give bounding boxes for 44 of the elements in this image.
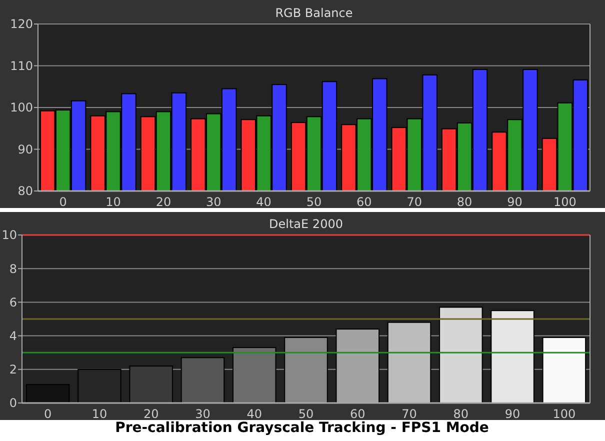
x-tick-label: 70 (402, 407, 417, 421)
x-tick-label: 70 (406, 195, 422, 209)
y-tick-label: 90 (18, 142, 33, 156)
y-tick-label: 110 (10, 58, 33, 73)
y-tick-label: 100 (10, 100, 33, 115)
x-tick-label: 100 (552, 407, 576, 421)
x-tick-label: 40 (256, 195, 272, 209)
x-tick-label: 0 (44, 407, 52, 421)
y-tick-label: 4 (9, 329, 17, 343)
x-tick-label: 100 (553, 195, 576, 209)
x-tick-label: 30 (206, 195, 222, 209)
x-tick-label: 0 (59, 195, 67, 209)
x-tick-label: 50 (298, 407, 314, 421)
x-tick-label: 80 (456, 195, 472, 209)
x-tick-label: 40 (246, 407, 262, 421)
chart-title: RGB Balance (275, 6, 353, 20)
y-tick-label: 2 (9, 362, 17, 377)
bar (387, 322, 432, 404)
x-tick-label: 90 (504, 407, 520, 421)
bar (129, 366, 173, 404)
y-tick-label: 0 (9, 396, 17, 410)
bar (180, 357, 225, 404)
y-tick-label: 10 (2, 228, 17, 242)
y-tick-label: 6 (9, 295, 17, 310)
bar (490, 310, 534, 404)
text: Pre-calibration Grayscale Tracking - FPS1 Mode (115, 420, 489, 436)
x-tick-label: 50 (306, 195, 322, 209)
y-tick-label: 8 (9, 262, 17, 276)
x-tick-label: 60 (350, 407, 366, 421)
bar (26, 384, 70, 404)
y-tick-label: 80 (18, 184, 33, 198)
x-tick-label: 30 (195, 407, 210, 421)
x-tick-label: 20 (156, 195, 172, 209)
bar (232, 347, 276, 404)
x-tick-label: 90 (507, 195, 522, 209)
x-tick-label: 10 (106, 195, 121, 209)
x-tick-label: 20 (143, 407, 159, 421)
x-tick-label: 60 (356, 195, 372, 209)
chart-title: DeltaE 2000 (269, 217, 343, 231)
y-tick-label: 120 (10, 17, 33, 32)
bar (542, 336, 586, 404)
x-tick-label: 10 (92, 407, 108, 421)
bar (439, 306, 483, 404)
x-tick-label: 80 (453, 407, 469, 421)
